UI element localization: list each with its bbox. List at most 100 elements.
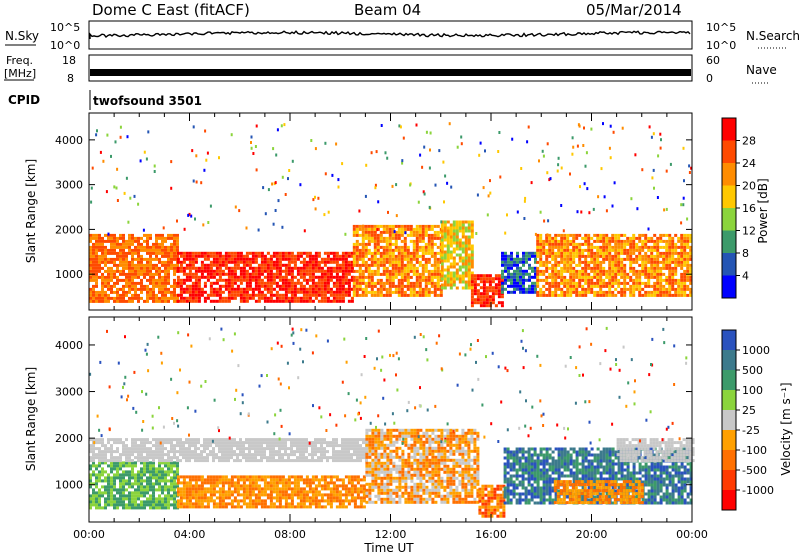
data-cell: [281, 263, 285, 267]
scatter-cell: [422, 190, 425, 194]
data-cell: [347, 260, 351, 264]
data-cell: [614, 257, 618, 261]
data-cell: [173, 450, 176, 454]
data-cell: [557, 275, 561, 279]
data-cell: [433, 269, 437, 273]
data-cell: [182, 296, 186, 300]
data-cell: [269, 269, 273, 273]
data-cell: [501, 290, 504, 294]
data-cell: [501, 272, 504, 276]
data-cell: [158, 284, 161, 288]
data-cell: [623, 281, 627, 285]
data-cell: [251, 254, 255, 258]
data-cell: [491, 292, 495, 296]
data-cell: [683, 251, 687, 255]
data-cell: [412, 227, 416, 231]
data-cell: [638, 248, 642, 252]
data-cell: [394, 242, 398, 246]
data-cell: [482, 301, 486, 305]
data-cell: [188, 269, 192, 273]
data-cell: [110, 251, 113, 255]
data-cell: [584, 272, 588, 276]
data-cell: [662, 251, 666, 255]
data-cell: [440, 259, 444, 263]
data-cell: [572, 257, 576, 261]
data-cell: [362, 447, 365, 451]
data-cell: [344, 453, 347, 457]
data-cell: [149, 450, 152, 454]
data-cell: [89, 467, 92, 471]
data-cell: [332, 254, 336, 258]
data-cell: [430, 239, 434, 243]
data-cell: [566, 239, 570, 243]
data-cell: [182, 447, 185, 451]
data-cell: [320, 269, 324, 273]
data-cell: [611, 278, 615, 282]
data-cell: [326, 284, 330, 288]
data-cell: [364, 284, 368, 288]
data-cell: [215, 481, 219, 485]
data-cell: [427, 260, 431, 264]
data-cell: [101, 242, 104, 246]
data-cell: [430, 272, 434, 276]
data-cell: [272, 459, 275, 463]
scatter-cell: [442, 160, 445, 164]
data-cell: [335, 293, 339, 297]
data-cell: [128, 447, 131, 451]
data-cell: [361, 281, 365, 285]
scatter-cell: [377, 200, 380, 204]
data-cell: [170, 296, 173, 300]
data-cell: [418, 245, 422, 249]
data-cell: [131, 242, 134, 246]
data-cell: [305, 287, 309, 291]
data-cell: [158, 266, 161, 270]
data-cell: [260, 475, 264, 479]
data-cell: [131, 287, 134, 291]
data-cell: [341, 272, 345, 276]
data-cell: [385, 236, 389, 240]
data-cell: [236, 502, 240, 506]
data-cell: [263, 281, 267, 285]
data-cell: [257, 453, 260, 457]
data-cell: [104, 260, 107, 264]
data-cell: [361, 236, 365, 240]
data-cell: [566, 284, 570, 288]
data-cell: [455, 244, 459, 248]
data-cell: [119, 461, 122, 465]
data-cell: [110, 456, 113, 460]
data-cell: [113, 239, 116, 243]
data-cell: [206, 505, 210, 509]
data-cell: [350, 275, 354, 279]
data-cell: [122, 251, 125, 255]
data-cell: [545, 266, 549, 270]
scatter-cell: [192, 125, 195, 129]
data-cell: [364, 248, 368, 252]
data-cell: [194, 275, 198, 279]
data-cell: [344, 290, 348, 294]
data-cell: [161, 438, 164, 442]
data-cell: [418, 260, 422, 264]
scatter-cell: [314, 195, 316, 199]
data-cell: [388, 227, 392, 231]
data-cell: [161, 479, 164, 483]
data-cell: [317, 450, 320, 454]
data-cell: [539, 260, 543, 264]
scatter-cell: [114, 140, 117, 144]
data-cell: [290, 296, 294, 300]
data-cell: [251, 447, 254, 451]
data-cell: [344, 266, 348, 270]
data-cell: [113, 506, 116, 510]
data-cell: [464, 238, 468, 242]
data-cell: [89, 476, 92, 480]
scatter-cell: [648, 125, 651, 129]
data-cell: [344, 438, 347, 442]
data-cell: [415, 278, 419, 282]
scatter-cell: [498, 131, 501, 134]
data-cell: [421, 239, 425, 243]
data-cell: [260, 459, 263, 463]
data-cell: [242, 496, 246, 500]
data-cell: [194, 496, 198, 500]
data-cell: [278, 453, 281, 457]
data-cell: [662, 272, 666, 276]
data-cell: [379, 257, 383, 261]
